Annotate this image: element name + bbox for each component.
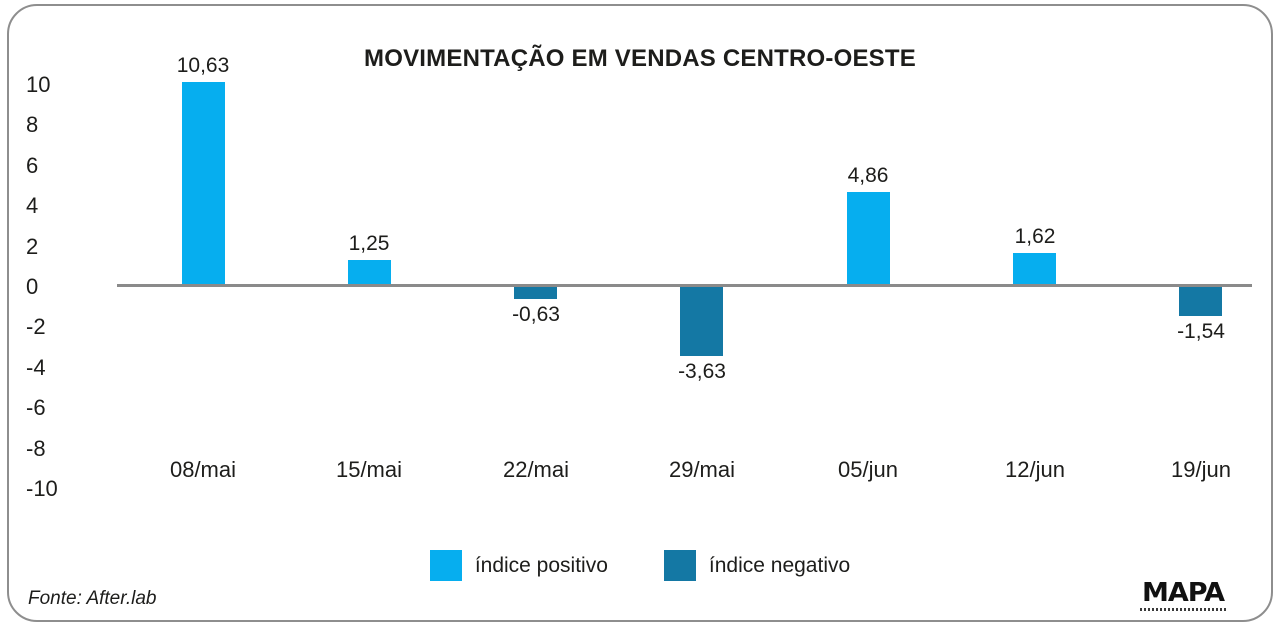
x-axis-label-22-mai: 22/mai: [502, 457, 570, 482]
bar-12-jun: [1013, 253, 1056, 284]
zero-axis-line: [117, 284, 1252, 287]
bar-value-label-22-mai: -0,63: [512, 303, 560, 326]
x-axis-label-15-mai: 15/mai: [335, 457, 403, 482]
x-axis-label-19-jun: 19/jun: [1171, 457, 1231, 482]
legend-item-negative: índice negativo: [663, 550, 851, 581]
source-credit: Fonte: After.lab: [28, 588, 157, 609]
bar-22-mai: [514, 287, 557, 299]
y-axis-tick-label: -6: [26, 395, 46, 421]
negative-color-swatch: [663, 550, 696, 581]
bar-value-label-12-jun: 1,62: [1014, 225, 1056, 248]
bar-value-label-29-mai: -3,63: [678, 360, 726, 383]
y-axis-tick-label: 6: [26, 152, 39, 178]
y-axis-tick-label: 2: [26, 233, 39, 259]
card-border-frame: [7, 4, 1273, 622]
bar-value-label-15-mai: 1,25: [348, 232, 390, 255]
mapa-logo-tagline: [1140, 608, 1226, 611]
y-axis-tick-label: 4: [26, 193, 39, 219]
bar-15-mai: [348, 260, 391, 284]
bar-value-label-08-mai: 10,63: [176, 54, 230, 77]
y-axis-tick-label: 0: [26, 274, 39, 299]
chart-legend: índice positivo índice negativo: [0, 550, 1280, 581]
x-axis-label-08-mai: 08/mai: [169, 457, 237, 482]
x-axis-label-12-jun: 12/jun: [1005, 457, 1065, 482]
legend-label-negative: índice negativo: [708, 553, 851, 577]
x-axis-label-05-jun: 05/jun: [838, 457, 898, 482]
y-axis-tick-label: 8: [26, 112, 39, 138]
legend-label-positive: índice positivo: [474, 553, 608, 577]
positive-color-swatch: [429, 550, 462, 581]
y-axis-tick-label: -2: [26, 314, 46, 340]
chart-title: MOVIMENTAÇÃO EM VENDAS CENTRO-OESTE: [364, 45, 916, 72]
y-axis-tick-label: -8: [26, 435, 46, 461]
bar-05-jun: [847, 192, 890, 284]
bar-19-jun: [1179, 287, 1222, 316]
bar-29-mai: [680, 287, 723, 356]
bar-value-label-19-jun: -1,54: [1177, 320, 1225, 343]
y-axis-tick-label: -10: [26, 476, 58, 501]
mapa-logo: MAPA: [1136, 580, 1230, 611]
x-axis-label-29-mai: 29/mai: [668, 457, 736, 482]
legend-item-positive: índice positivo: [429, 550, 608, 581]
bar-08-mai: [182, 82, 225, 284]
bar-value-label-05-jun: 4,86: [847, 164, 889, 187]
y-axis-tick-label: 10: [26, 72, 51, 97]
y-axis-tick-label: -4: [26, 354, 46, 380]
mapa-logo-text: MAPA: [1142, 578, 1225, 608]
